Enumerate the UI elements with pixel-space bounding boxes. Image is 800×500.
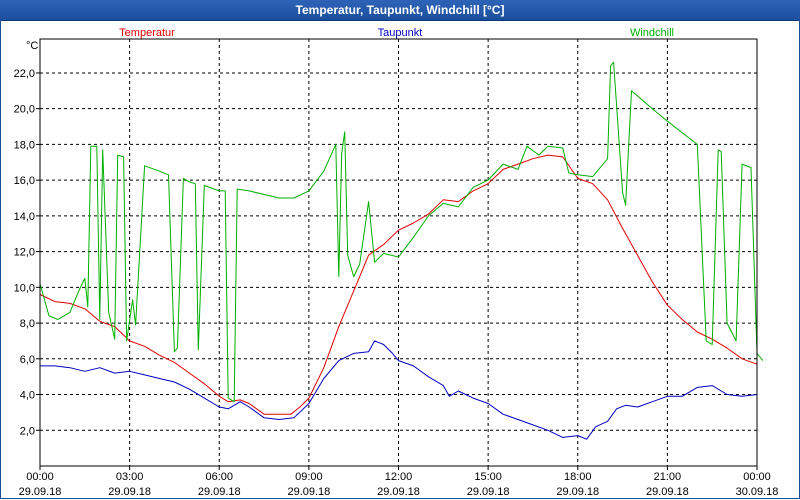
x-tick-time-label: 00:00 — [743, 471, 771, 483]
y-tick-label: 6,0 — [20, 354, 35, 366]
x-tick-date-label: 30.09.18 — [736, 486, 779, 498]
series-line-temperatur — [39, 154, 758, 415]
y-tick-label: 8,0 — [20, 318, 35, 330]
x-axis-ticks: 00:00 29.09.18 03:00 29.09.18 06:00 29.09.18 0… — [19, 466, 779, 498]
legend-entry-taupunkt: Taupunkt — [378, 27, 423, 39]
x-tick-time-label: 12:00 — [385, 471, 413, 483]
x-tick-date-label: 29.09.18 — [377, 486, 420, 498]
y-tick-label: 12,0 — [14, 247, 35, 259]
x-tick-time-label: 15:00 — [474, 471, 502, 483]
legend: Temperatur Taupunkt Windchill — [119, 27, 674, 39]
x-tick-date-label: 29.09.18 — [108, 486, 151, 498]
x-tick-date-label: 29.09.18 — [556, 486, 599, 498]
chart-title: Temperatur, Taupunkt, Windchill [°C] — [0, 0, 800, 21]
grid-lines — [40, 39, 757, 466]
x-tick-time-label: 21:00 — [654, 471, 682, 483]
y-tick-label: 20,0 — [14, 104, 35, 116]
x-tick-date-label: 29.09.18 — [646, 486, 689, 498]
x-tick-date-label: 29.09.18 — [467, 486, 510, 498]
x-tick-time-label: 03:00 — [116, 471, 144, 483]
series-line-taupunkt — [40, 340, 758, 440]
x-tick-date-label: 29.09.18 — [287, 486, 330, 498]
x-tick-time-label: 09:00 — [295, 471, 323, 483]
x-tick-date-label: 29.09.18 — [19, 486, 62, 498]
y-axis-ticks: 2,0 4,0 6,0 8,0 10,0 12,0 14,0 16,0 18,0 20,0 22,0 — [14, 68, 40, 437]
y-tick-label: 18,0 — [14, 139, 35, 151]
y-tick-label: 2,0 — [20, 425, 35, 437]
y-tick-label: 14,0 — [14, 211, 35, 223]
y-tick-label: 10,0 — [14, 282, 35, 294]
y-tick-label: 22,0 — [14, 68, 35, 80]
y-tick-label: 16,0 — [14, 175, 35, 187]
plot-area-border — [39, 38, 758, 467]
x-tick-date-label: 29.09.18 — [198, 486, 241, 498]
x-tick-time-label: 00:00 — [26, 471, 54, 483]
y-tick-label: 4,0 — [20, 390, 35, 402]
series-lines — [39, 61, 764, 440]
series-line-windchill — [39, 61, 764, 403]
legend-entry-windchill: Windchill — [630, 27, 674, 39]
x-tick-time-label: 06:00 — [205, 471, 233, 483]
x-tick-time-label: 18:00 — [564, 471, 592, 483]
y-axis-unit-label: °C — [26, 40, 38, 52]
legend-entry-temperatur: Temperatur — [119, 27, 175, 39]
